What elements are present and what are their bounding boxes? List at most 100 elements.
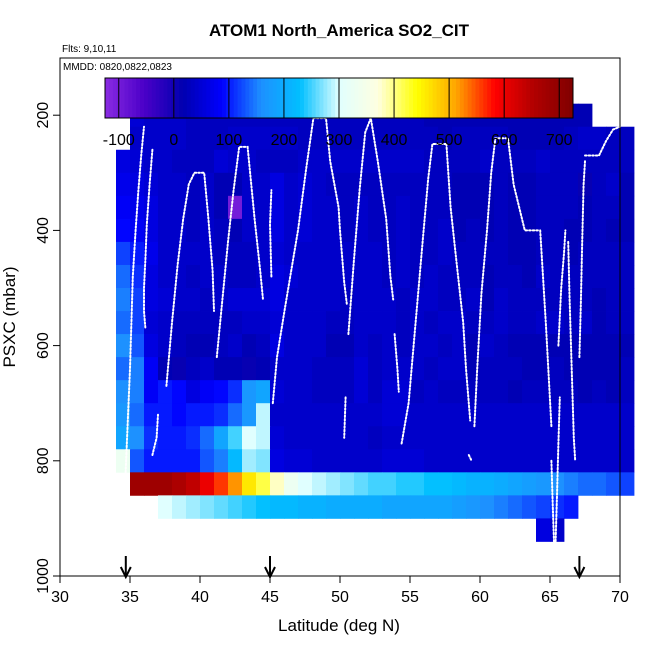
heatmap-cell xyxy=(270,195,285,220)
heatmap-cell xyxy=(452,380,467,404)
heatmap-cell xyxy=(368,172,383,197)
heatmap-cell xyxy=(186,149,201,174)
heatmap-cell xyxy=(326,495,341,519)
heatmap-cell xyxy=(298,472,313,496)
heatmap-cell xyxy=(186,311,201,335)
heatmap-cell xyxy=(606,334,621,358)
colorbar xyxy=(104,77,574,119)
heatmap-cell xyxy=(368,288,383,312)
heatmap-cell xyxy=(620,172,635,197)
colorbar-swatch xyxy=(249,78,254,118)
heatmap-cell xyxy=(284,218,299,243)
heatmap-cell xyxy=(158,218,173,243)
heatmap-cell xyxy=(592,264,607,289)
heatmap-cell xyxy=(312,195,327,220)
heatmap-cell xyxy=(326,311,341,335)
heatmap-cell xyxy=(424,403,439,427)
heatmap-cell xyxy=(340,403,355,427)
heatmap-cell xyxy=(536,380,551,404)
heatmap-cell xyxy=(172,311,187,335)
heatmap-cell xyxy=(284,426,299,450)
x-tick-label: 60 xyxy=(471,589,489,606)
colorbar-swatch xyxy=(124,78,129,118)
heatmap-cell xyxy=(382,149,397,174)
heatmap-cell xyxy=(522,380,537,404)
flight-track xyxy=(539,229,553,428)
heatmap-cell xyxy=(410,426,425,450)
heatmap-cell xyxy=(354,495,369,519)
heatmap-cell xyxy=(550,357,565,381)
heatmap-cell xyxy=(172,426,187,450)
heatmap-cell xyxy=(494,195,509,220)
colorbar-swatch xyxy=(518,78,523,118)
heatmap-cell xyxy=(284,311,299,335)
heatmap-cell xyxy=(186,472,201,496)
heatmap-cell xyxy=(620,334,635,358)
heatmap-cell xyxy=(536,403,551,427)
x-tick-label: 35 xyxy=(121,589,139,606)
colorbar-swatch xyxy=(120,78,125,118)
heatmap-cell xyxy=(256,126,271,151)
x-axis-label: Latitude (deg N) xyxy=(278,616,400,635)
heatmap-cell xyxy=(620,126,635,151)
heatmap-cell xyxy=(340,380,355,404)
heatmap-cell xyxy=(578,103,593,128)
heatmap-cell xyxy=(396,403,411,427)
heatmap-cell xyxy=(298,449,313,473)
heatmap-cell xyxy=(312,218,327,243)
colorbar-swatch xyxy=(292,78,297,118)
colorbar-swatch xyxy=(112,78,118,118)
heatmap-cell xyxy=(326,149,341,174)
heatmap-cell xyxy=(228,149,243,174)
colorbar-swatch xyxy=(502,78,508,118)
colorbar-swatch xyxy=(198,78,203,118)
heatmap-cell xyxy=(354,195,369,220)
heatmap-cell xyxy=(382,334,397,358)
colorbar-swatch xyxy=(186,78,192,118)
heatmap-cell xyxy=(494,495,509,519)
colorbar-swatch xyxy=(190,78,196,118)
heatmap-cell xyxy=(158,172,173,197)
heatmap-cell xyxy=(606,380,621,404)
heatmap-cell xyxy=(452,288,467,312)
heatmap-cell xyxy=(116,172,131,197)
y-tick-label: 800 xyxy=(35,447,52,474)
heatmap-cell xyxy=(466,149,481,174)
heatmap-cell xyxy=(172,149,187,174)
heatmap-cell xyxy=(354,149,369,174)
flights-label: Flts: 9,10,11 xyxy=(62,44,117,55)
colorbar-swatch xyxy=(155,78,161,118)
heatmap-cell xyxy=(424,449,439,473)
heatmap-cell xyxy=(200,495,215,519)
colorbar-swatch xyxy=(444,78,449,118)
heatmap-cell xyxy=(228,403,243,427)
heatmap-cell xyxy=(424,472,439,496)
heatmap-cell xyxy=(312,472,327,496)
colorbar-swatch xyxy=(526,78,531,118)
heatmap-cell xyxy=(256,288,271,312)
colorbar-swatch xyxy=(144,78,149,118)
heatmap-cell xyxy=(508,288,523,312)
heatmap-cell xyxy=(326,288,341,312)
heatmap-cell xyxy=(116,288,131,312)
heatmap-cell xyxy=(606,426,621,450)
heatmap-cell xyxy=(312,403,327,427)
heatmap-cell xyxy=(200,149,215,174)
heatmap-cell xyxy=(550,334,565,358)
heatmap-cell xyxy=(186,241,201,266)
colorbar-swatch xyxy=(565,78,570,118)
colorbar-swatch xyxy=(140,78,145,118)
heatmap-cell xyxy=(284,264,299,289)
heatmap-cell xyxy=(592,195,607,220)
heatmap-cell xyxy=(522,172,537,197)
heatmap-cell xyxy=(466,126,481,151)
heatmap-cell xyxy=(228,241,243,266)
heatmap-cell xyxy=(130,288,145,312)
colorbar-swatch xyxy=(339,78,344,118)
heatmap-cell xyxy=(424,495,439,519)
flight-track xyxy=(400,143,448,445)
heatmap-cell xyxy=(424,264,439,289)
heatmap-cell xyxy=(270,334,285,358)
heatmap-cell xyxy=(298,288,313,312)
heatmap-cell xyxy=(242,311,257,335)
